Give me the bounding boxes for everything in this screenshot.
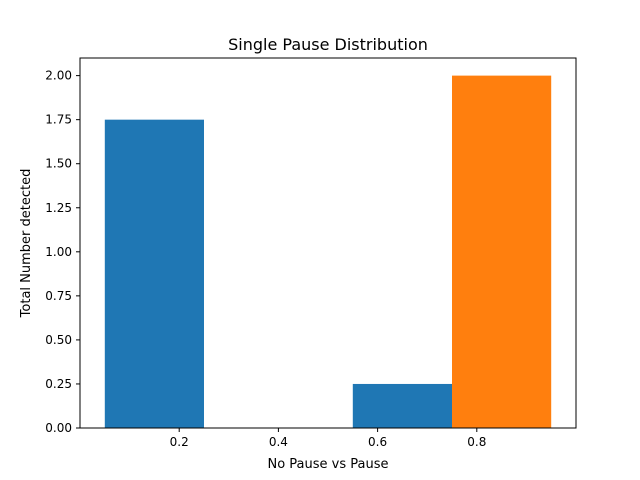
x-tick-label: 0.6 (368, 435, 387, 449)
y-tick-label: 2.00 (45, 69, 72, 83)
bars-group (104, 75, 552, 429)
y-tick-label: 1.25 (45, 201, 72, 215)
plot-frame (79, 57, 577, 429)
x-tick-label: 0.4 (269, 435, 288, 449)
x-tick-label: 0.2 (170, 435, 189, 449)
y-tick-label: 0.00 (45, 421, 72, 435)
y-axis-label: Total Number detected (19, 169, 34, 319)
x-tick-label: 0.8 (467, 435, 486, 449)
y-tick-label: 0.50 (45, 333, 72, 347)
x-axis-label: No Pause vs Pause (267, 457, 388, 472)
bar-series2-1 (452, 75, 552, 428)
y-tick-label: 1.50 (45, 157, 72, 171)
y-tick-label: 1.00 (45, 245, 72, 259)
bar-series1-2 (352, 383, 452, 428)
bar-series1-1 (104, 119, 204, 429)
y-tick-label: 1.75 (45, 113, 72, 127)
x-axis-ticks: 0.2 0.4 0.6 0.8 (170, 428, 486, 449)
chart-title: Single Pause Distribution (228, 35, 428, 54)
y-tick-label: 0.25 (45, 377, 72, 391)
y-axis-ticks: 0.00 0.25 0.50 0.75 1.00 1.25 1.50 1.75 2.00 (45, 69, 80, 435)
y-tick-label: 0.75 (45, 289, 72, 303)
